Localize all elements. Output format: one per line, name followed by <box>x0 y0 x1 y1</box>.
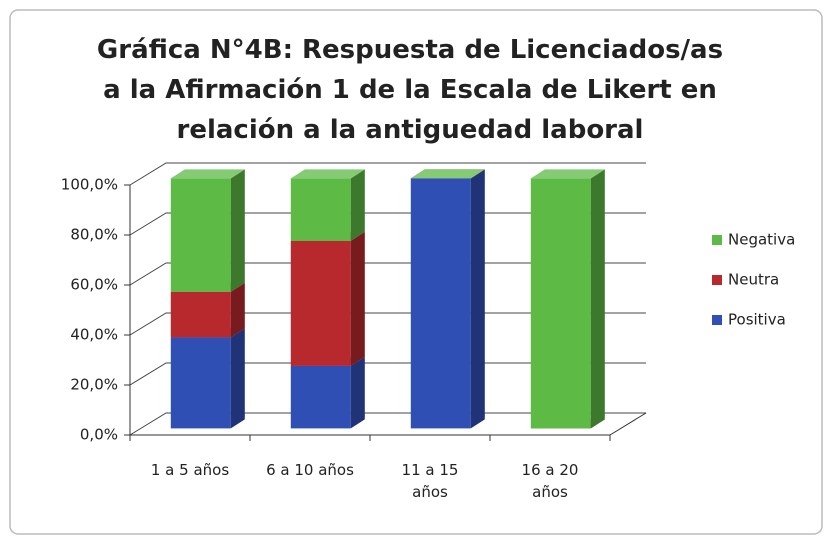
grid-line <box>129 212 646 236</box>
bar-segment <box>410 169 485 429</box>
bar-front <box>170 337 231 429</box>
bar-front <box>170 291 231 338</box>
x-tick-label: 11 a 15 años <box>401 461 459 501</box>
chart-title: Gráfica N°4B: Respuesta de Licenciados/a… <box>96 35 724 145</box>
grid-line <box>129 312 646 336</box>
bar-front <box>170 178 231 292</box>
y-tick-label: 0,0% <box>80 426 118 444</box>
grid-line <box>129 412 646 436</box>
bar-segment <box>410 169 485 179</box>
legend-swatch <box>712 315 722 325</box>
bar-front <box>290 365 351 429</box>
y-tick-label: 60,0% <box>70 276 118 294</box>
bar-segment <box>290 356 365 429</box>
grid-line <box>129 362 646 386</box>
x-tick-label: 6 a 10 años <box>266 461 354 479</box>
y-tick-label: 40,0% <box>70 326 118 344</box>
bar-side <box>230 169 245 292</box>
grid-line <box>129 162 646 186</box>
bar-front <box>530 178 591 429</box>
bar-side <box>350 231 365 366</box>
bar-front <box>290 240 351 366</box>
bar-side <box>350 356 365 429</box>
grid-line <box>129 262 646 286</box>
legend-swatch <box>712 275 722 285</box>
legend-label: Negativa <box>728 231 795 249</box>
bar-side <box>230 282 245 338</box>
y-tick-label: 100,0% <box>61 176 118 194</box>
legend-swatch <box>712 235 722 245</box>
bar-segment <box>290 231 365 366</box>
bar-side <box>350 169 365 241</box>
legend-label: Neutra <box>728 271 779 289</box>
legend-label: Positiva <box>728 311 786 329</box>
bar-top <box>410 169 485 179</box>
bar-front <box>410 178 471 429</box>
bar-segment <box>530 169 605 429</box>
x-tick-label: 1 a 5 años <box>150 461 230 479</box>
bar-top <box>530 169 605 179</box>
x-tick-label: 16 a 20 años <box>521 461 579 501</box>
y-tick-label: 80,0% <box>70 226 118 244</box>
bar-side <box>590 169 605 429</box>
bar-segment <box>290 169 365 241</box>
bar-side <box>470 169 485 429</box>
back-wall <box>166 163 646 413</box>
bar-top <box>170 169 245 179</box>
bar-segment <box>170 328 245 429</box>
y-tick-label: 20,0% <box>70 376 118 394</box>
bar-segment <box>170 169 245 292</box>
bar-front <box>290 178 351 241</box>
bar-side <box>230 328 245 429</box>
bar-top <box>290 169 365 179</box>
floor-edge <box>609 412 647 436</box>
